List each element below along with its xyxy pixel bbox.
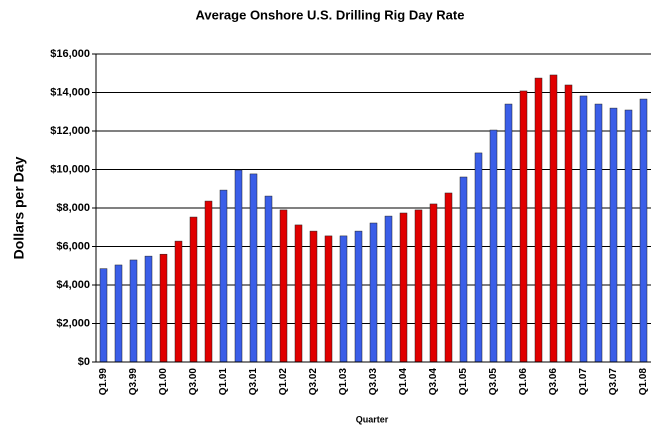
bar	[189, 216, 198, 363]
bar	[324, 235, 333, 363]
bar	[609, 107, 618, 363]
bar	[99, 268, 108, 363]
bar	[594, 103, 603, 363]
x-tick-label: Q3.07	[608, 368, 619, 396]
bar	[384, 215, 393, 363]
bar	[219, 189, 228, 363]
bar	[309, 230, 318, 363]
y-tick-label: $6,000	[56, 240, 90, 252]
bar	[564, 84, 573, 363]
bar	[504, 103, 513, 363]
bar	[354, 230, 363, 363]
x-tick-label: Q3.01	[248, 368, 259, 396]
y-tick-label: $14,000	[50, 86, 90, 98]
x-tick-label: Q1.06	[518, 368, 529, 396]
y-tick-label: $2,000	[56, 317, 90, 329]
x-tick-label: Q1.99	[98, 368, 109, 396]
bar	[474, 152, 483, 363]
bar	[294, 224, 303, 363]
bar	[114, 264, 123, 363]
bar	[639, 98, 648, 363]
bar	[339, 235, 348, 363]
bar	[249, 173, 258, 363]
bar	[489, 129, 498, 363]
chart-title: Average Onshore U.S. Drilling Rig Day Ra…	[196, 7, 465, 22]
x-axis-title: Quarter	[356, 414, 389, 424]
bar	[279, 209, 288, 363]
x-tick-label: Q1.00	[158, 368, 169, 396]
x-tick-label: Q3.06	[548, 368, 559, 396]
y-tick-label: $10,000	[50, 163, 90, 175]
bar	[519, 90, 528, 363]
y-tick-label: $12,000	[50, 125, 90, 137]
bar	[459, 176, 468, 363]
x-tick-label: Q3.05	[488, 368, 499, 396]
bar	[234, 169, 243, 363]
y-tick-label: $16,000	[50, 48, 90, 60]
x-tick-label: Q3.02	[308, 368, 319, 396]
x-tick-label: Q1.07	[578, 368, 589, 396]
x-tick-label: Q1.08	[638, 368, 649, 396]
bar	[399, 212, 408, 363]
y-tick-label: $0	[78, 356, 90, 368]
x-tick-label: Q1.02	[278, 368, 289, 396]
bar	[444, 192, 453, 363]
bar	[159, 253, 168, 363]
x-tick-label: Q3.00	[188, 368, 199, 396]
x-tick-label: Q1.05	[458, 368, 469, 396]
x-tick-label: Q3.03	[368, 368, 379, 396]
bar	[129, 259, 138, 363]
bar	[174, 240, 183, 363]
bar	[414, 209, 423, 363]
x-tick-label: Q3.99	[128, 368, 139, 396]
bar	[204, 200, 213, 363]
bar	[534, 77, 543, 363]
y-tick-label: $4,000	[56, 279, 90, 291]
bar	[549, 74, 558, 363]
x-tick-label: Q1.01	[218, 368, 229, 396]
bar	[369, 222, 378, 363]
bar	[579, 95, 588, 363]
bar	[624, 109, 633, 363]
x-tick-label: Q1.03	[338, 368, 349, 396]
y-tick-label: $8,000	[56, 202, 90, 214]
bar	[429, 203, 438, 363]
x-tick-label: Q1.04	[398, 368, 409, 396]
bar	[264, 195, 273, 363]
bar	[144, 255, 153, 363]
x-tick-label: Q3.04	[428, 368, 439, 396]
y-axis-title: Dollars per Day	[11, 156, 27, 259]
